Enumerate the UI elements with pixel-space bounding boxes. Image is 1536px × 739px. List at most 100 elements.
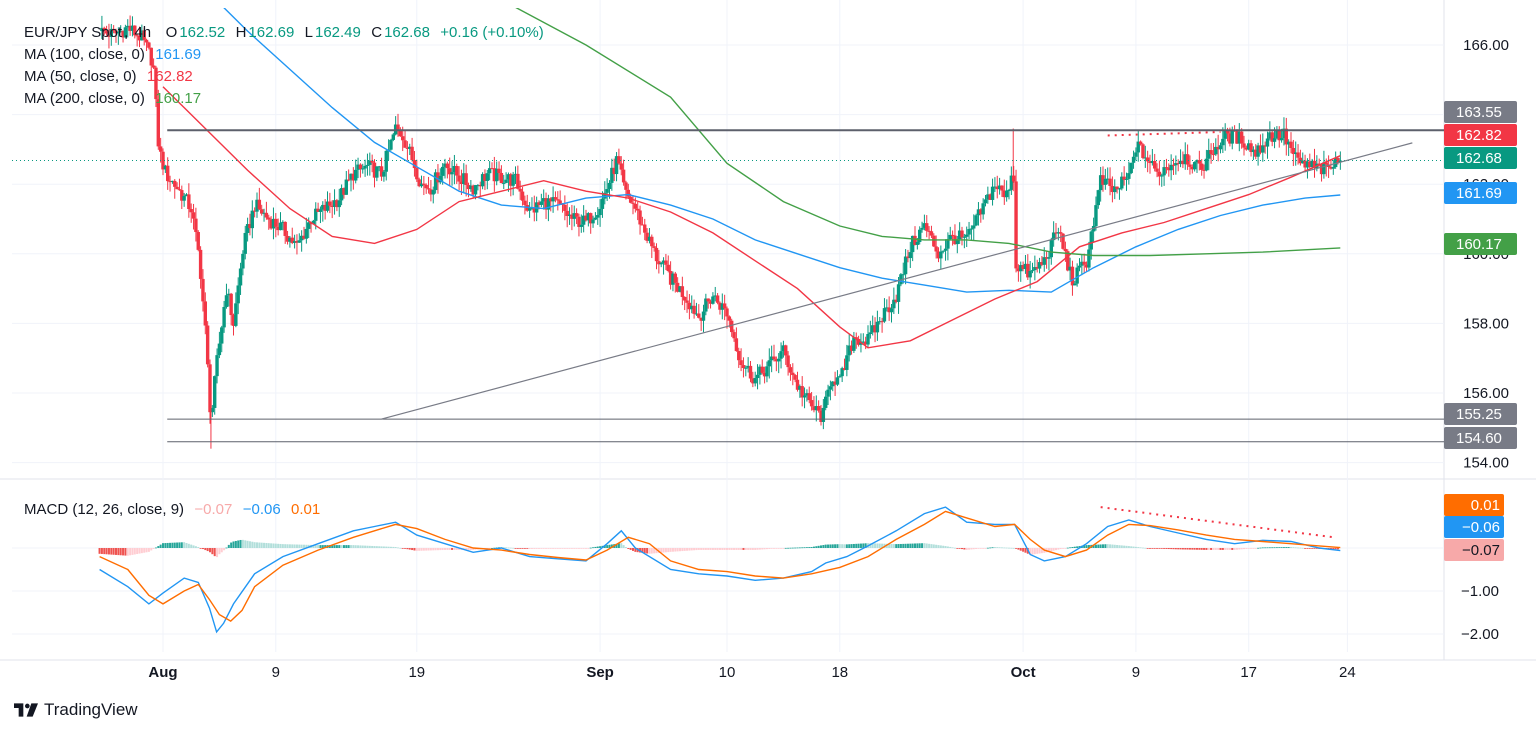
candle-body bbox=[445, 163, 450, 169]
candle-body bbox=[215, 355, 219, 377]
macd-histogram-bar bbox=[951, 547, 954, 549]
candle-body bbox=[292, 241, 297, 243]
candle-body bbox=[866, 334, 870, 345]
candle-body bbox=[497, 168, 501, 173]
candle-body bbox=[1145, 157, 1150, 162]
macd-histogram-bar bbox=[1299, 547, 1302, 549]
candle-body bbox=[833, 381, 837, 385]
macd-line bbox=[99, 506, 1341, 634]
candle-body bbox=[119, 30, 123, 32]
candle-body bbox=[516, 173, 520, 189]
interval-label[interactable]: 4h bbox=[134, 24, 152, 41]
macd-histogram-bar bbox=[467, 548, 470, 550]
candle-body bbox=[1286, 141, 1291, 145]
macd-legend[interactable]: MACD (12, 26, close, 9) −0.07 −0.06 0.01 bbox=[24, 499, 322, 521]
ma50-legend[interactable]: MA (50, close, 0) 162.82 bbox=[24, 66, 195, 88]
candle-body bbox=[285, 235, 290, 242]
candle-body bbox=[1244, 147, 1249, 150]
candle-body bbox=[1284, 128, 1288, 145]
macd-histogram-bar bbox=[244, 540, 247, 548]
candle-body bbox=[732, 332, 736, 339]
candle-body bbox=[969, 228, 974, 230]
macd-histogram-bar bbox=[780, 548, 783, 549]
candle-body bbox=[274, 218, 278, 227]
candle-body bbox=[173, 180, 177, 187]
macd-histogram-bar bbox=[162, 543, 164, 548]
macd-histogram-bar bbox=[1238, 548, 1241, 550]
candle-body bbox=[697, 313, 701, 318]
candle-body bbox=[791, 372, 795, 376]
tradingview-brand[interactable]: TradingView bbox=[14, 700, 138, 720]
candle-body bbox=[1254, 149, 1258, 157]
macd-histogram-bar bbox=[441, 548, 444, 551]
candle-body bbox=[788, 367, 793, 373]
candle-body bbox=[981, 203, 985, 215]
macd-histogram-bar bbox=[843, 544, 846, 548]
macd-histogram-bar bbox=[472, 548, 475, 550]
macd-histogram-bar bbox=[270, 543, 273, 548]
macd-histogram-bar bbox=[998, 547, 1001, 549]
macd-histogram-bar bbox=[815, 546, 818, 548]
candle-body bbox=[290, 237, 294, 243]
ma200-legend[interactable]: MA (200, close, 0) 160.17 bbox=[24, 88, 203, 110]
macd-histogram-bar bbox=[958, 548, 961, 549]
macd-histogram-bar bbox=[1273, 547, 1276, 549]
candle-body bbox=[354, 169, 358, 181]
candle-body bbox=[993, 186, 997, 188]
macd-histogram-bar bbox=[458, 548, 461, 550]
candle-body bbox=[255, 199, 259, 212]
ascending-trendline bbox=[381, 142, 1413, 420]
candle-body bbox=[762, 372, 767, 377]
candle-body bbox=[1066, 251, 1070, 271]
macd-histogram-bar bbox=[293, 544, 296, 548]
macd-histogram-bar bbox=[288, 544, 291, 548]
macd-histogram-bar bbox=[1012, 547, 1015, 549]
macd-histogram-bar bbox=[1158, 548, 1161, 549]
macd-histogram-bar bbox=[641, 548, 644, 553]
macd-histogram-bar bbox=[777, 548, 780, 549]
macd-histogram-bar bbox=[286, 544, 289, 548]
candle-body bbox=[111, 28, 116, 31]
macd-histogram-bar bbox=[455, 548, 458, 550]
macd-histogram-bar bbox=[820, 545, 822, 548]
macd-histogram-bar bbox=[970, 548, 973, 550]
candle-body bbox=[1047, 257, 1051, 259]
ma200-label: MA (200, close, 0) bbox=[24, 90, 145, 107]
macd-histogram-bar bbox=[1214, 548, 1217, 550]
macd-histogram-bar bbox=[540, 548, 543, 549]
candle-body bbox=[873, 325, 877, 333]
macd-histogram-bar bbox=[1149, 548, 1151, 549]
macd-histogram-bar bbox=[1062, 548, 1065, 549]
candle-body bbox=[551, 197, 555, 202]
candle-body bbox=[868, 332, 873, 335]
macd-histogram-bar bbox=[695, 548, 698, 551]
macd-histogram-bar bbox=[664, 548, 667, 553]
candle-body bbox=[610, 167, 614, 183]
macd-histogram-bar bbox=[415, 548, 418, 551]
macd-histogram-bar bbox=[1177, 548, 1180, 550]
candle-body bbox=[328, 201, 332, 206]
macd-histogram-bar bbox=[834, 544, 837, 548]
candle-body bbox=[450, 172, 454, 175]
candle-body bbox=[264, 212, 269, 218]
candle-body bbox=[166, 165, 170, 182]
candle-body bbox=[1033, 266, 1037, 271]
candle-body bbox=[133, 25, 137, 36]
macd-histogram-bar bbox=[1306, 548, 1309, 549]
candle-body bbox=[114, 30, 118, 34]
time-axis-label: 9 bbox=[1132, 664, 1140, 681]
macd-histogram-bar bbox=[723, 548, 726, 550]
macd-histogram-bar bbox=[1210, 548, 1213, 550]
candle-body bbox=[739, 360, 743, 366]
macd-histogram-bar bbox=[711, 548, 714, 550]
macd-histogram-bar bbox=[810, 547, 813, 548]
candle-body bbox=[1312, 160, 1317, 168]
macd-histogram-bar bbox=[855, 543, 858, 548]
candle-body bbox=[438, 175, 442, 183]
candle-body bbox=[539, 201, 544, 205]
candle-body bbox=[1141, 144, 1145, 158]
macd-histogram-bar bbox=[223, 548, 226, 551]
candle-body bbox=[1098, 175, 1103, 191]
ma100-legend[interactable]: MA (100, close, 0) 161.69 bbox=[24, 44, 203, 66]
